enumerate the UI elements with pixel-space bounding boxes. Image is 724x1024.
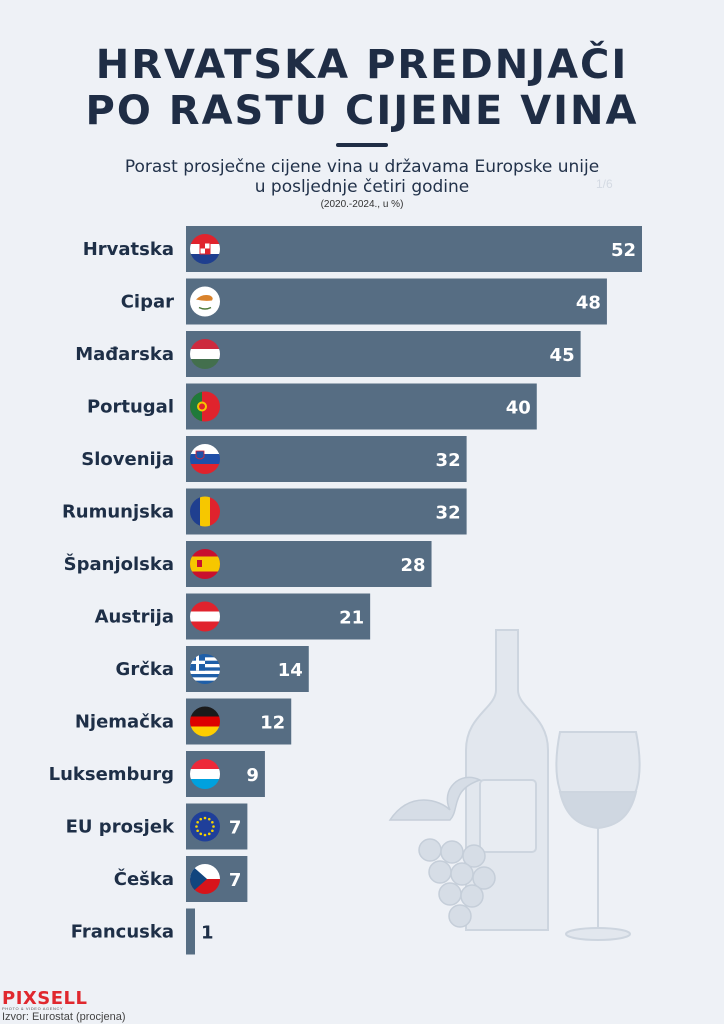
category-label: Rumunjska xyxy=(62,502,174,523)
bar-6 xyxy=(186,488,467,535)
category-label: Portugal xyxy=(87,397,174,418)
value-label: 32 xyxy=(436,503,461,524)
bar-chart: Hrvatska 52 Cipar 48 Mađarska 45 Portugal 40 Slo… xyxy=(49,226,642,955)
bar-5 xyxy=(186,436,467,482)
romania-flag-icon xyxy=(190,496,220,527)
source-note: Izvor: Eurostat (procjena) xyxy=(2,1011,126,1023)
wine-illustration xyxy=(388,629,641,941)
austria-flag-icon xyxy=(190,601,220,632)
greece-flag-icon xyxy=(190,654,220,684)
pixsell-logo-subtitle: PHOTO & VIDEO AGENCY xyxy=(2,1006,64,1011)
spain-flag-icon xyxy=(190,549,220,579)
value-label: 48 xyxy=(576,293,601,314)
category-label: Slovenija xyxy=(81,449,174,470)
value-label: 52 xyxy=(611,240,636,261)
slovenia-flag-icon xyxy=(190,444,220,474)
category-label: Francuska xyxy=(71,922,174,943)
category-label: Njemačka xyxy=(75,712,174,733)
bar-3 xyxy=(186,331,581,377)
croatia-flag-icon xyxy=(190,234,220,264)
bar-1 xyxy=(186,226,642,272)
title-line-2: PO RASTU CIJENE VINA xyxy=(85,88,639,134)
category-label: Hrvatska xyxy=(83,239,174,260)
hungary-flag-icon xyxy=(190,339,220,369)
subtitle-line-1: Porast prosječne cijene vina u državama … xyxy=(124,157,600,177)
bar-14 xyxy=(186,908,195,955)
ghost-text: 1/6 xyxy=(596,177,613,191)
period-note: (2020.-2024., u %) xyxy=(320,199,404,210)
category-label: Grčka xyxy=(116,659,174,680)
value-label: 7 xyxy=(229,870,242,891)
category-label: EU prosjek xyxy=(66,817,175,838)
subtitle-line-2: u posljednje četiri godine xyxy=(254,177,470,197)
eu-flag-icon xyxy=(190,811,220,842)
category-label: Španjolska xyxy=(64,553,174,575)
value-label: 32 xyxy=(436,450,461,471)
category-label: Cipar xyxy=(121,292,174,313)
category-label: Češka xyxy=(114,868,174,890)
category-label: Austrija xyxy=(95,607,174,628)
title-divider xyxy=(336,143,388,147)
value-label: 1 xyxy=(201,923,214,944)
germany-flag-icon xyxy=(190,706,220,737)
value-label: 28 xyxy=(400,555,425,576)
luxembourg-flag-icon xyxy=(190,759,220,789)
value-label: 14 xyxy=(278,660,303,681)
bar-4 xyxy=(186,383,537,430)
pixsell-logo: PIXSELL xyxy=(2,988,88,1009)
value-label: 7 xyxy=(229,818,242,839)
category-label: Mađarska xyxy=(75,344,174,365)
value-label: 45 xyxy=(550,345,575,366)
bar-7 xyxy=(186,541,432,587)
cyprus-flag-icon xyxy=(190,286,220,317)
value-label: 21 xyxy=(339,608,364,629)
portugal-flag-icon xyxy=(190,391,220,422)
category-label: Luksemburg xyxy=(49,764,174,785)
value-label: 40 xyxy=(506,398,531,419)
title-line-1: HRVATSKA PREDNJAČI xyxy=(95,42,629,88)
bar-2 xyxy=(186,278,607,325)
czechia-flag-icon xyxy=(190,864,220,894)
value-label: 9 xyxy=(246,765,259,786)
value-label: 12 xyxy=(260,713,285,734)
